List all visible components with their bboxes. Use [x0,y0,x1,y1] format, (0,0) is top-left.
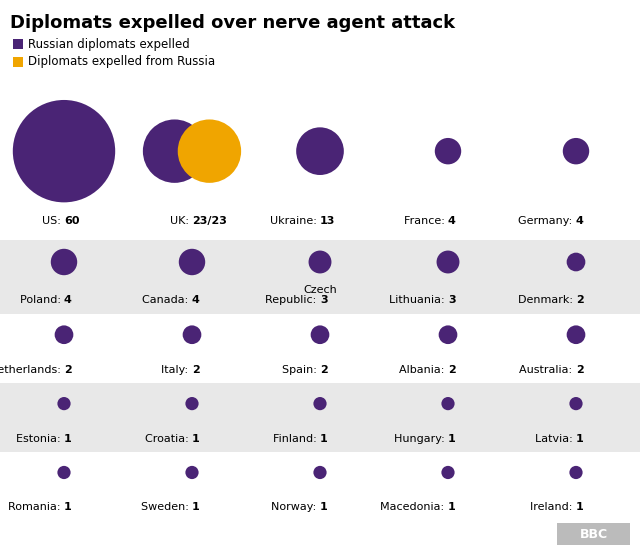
Text: Latvia:: Latvia: [535,434,576,444]
Text: 3: 3 [448,295,456,305]
Text: BBC: BBC [580,528,607,541]
Text: Russian diplomats expelled: Russian diplomats expelled [28,37,190,51]
Ellipse shape [566,253,586,271]
Text: Albania:: Albania: [399,365,448,375]
Bar [0,383,640,452]
Text: Republic:: Republic: [265,295,320,305]
Text: Netherlands:: Netherlands: [0,365,64,375]
Text: 2: 2 [576,295,584,305]
Ellipse shape [566,326,586,344]
Ellipse shape [186,397,198,410]
Text: Finland:: Finland: [273,434,320,444]
Text: Czech: Czech [303,285,337,295]
Ellipse shape [310,326,330,344]
Ellipse shape [54,326,74,344]
Text: 4: 4 [448,215,456,226]
Ellipse shape [186,466,198,479]
Text: 4: 4 [192,295,200,305]
Text: 2: 2 [64,365,72,375]
Text: Estonia:: Estonia: [16,434,64,444]
Ellipse shape [563,138,589,164]
Ellipse shape [178,120,241,183]
Ellipse shape [182,326,202,344]
Bar [13,39,23,49]
Text: Poland:: Poland: [19,295,64,305]
Text: Sweden:: Sweden: [141,503,192,512]
Text: 1: 1 [320,434,328,444]
Text: 1: 1 [576,503,584,512]
Text: 2: 2 [192,365,200,375]
Ellipse shape [435,138,461,164]
Ellipse shape [58,397,70,410]
Text: Romania:: Romania: [8,503,64,512]
Text: US:: US: [42,215,64,226]
Text: 4: 4 [576,215,584,226]
Text: Croatia:: Croatia: [145,434,192,444]
Text: 1: 1 [192,434,200,444]
Text: UK:: UK: [170,215,192,226]
Ellipse shape [143,120,206,183]
Text: 2: 2 [448,365,456,375]
Text: Hungary:: Hungary: [394,434,448,444]
Ellipse shape [58,466,70,479]
Text: 1: 1 [448,434,456,444]
Bar [0,452,640,521]
Text: 1: 1 [192,503,200,512]
Text: 2: 2 [576,365,584,375]
Text: Germany:: Germany: [518,215,576,226]
Text: Diplomats expelled over nerve agent attack: Diplomats expelled over nerve agent atta… [10,14,455,32]
Ellipse shape [314,466,326,479]
Bar [0,314,640,383]
Ellipse shape [179,249,205,275]
Text: Lithuania:: Lithuania: [389,295,448,305]
Text: Canada:: Canada: [142,295,192,305]
Text: Macedonia:: Macedonia: [380,503,448,512]
Ellipse shape [51,249,77,275]
Ellipse shape [438,326,458,344]
Bar [557,523,630,545]
Text: 1: 1 [64,434,72,444]
Text: Diplomats expelled from Russia: Diplomats expelled from Russia [28,55,215,68]
Ellipse shape [570,466,582,479]
Text: Spain:: Spain: [282,365,320,375]
Ellipse shape [442,466,454,479]
Text: Australia:: Australia: [520,365,576,375]
Text: France:: France: [404,215,448,226]
Text: 60: 60 [64,215,79,226]
Text: 13: 13 [320,215,335,226]
Text: Norway:: Norway: [271,503,320,512]
Text: 2: 2 [320,365,328,375]
Ellipse shape [570,397,582,410]
Text: 3: 3 [320,295,328,305]
Bar [13,57,23,67]
Bar [0,240,640,314]
Text: 1: 1 [448,503,456,512]
Text: 4: 4 [64,295,72,305]
Text: Denmark:: Denmark: [518,295,576,305]
Text: 1: 1 [576,434,584,444]
Ellipse shape [436,251,460,273]
Ellipse shape [13,100,115,202]
Ellipse shape [442,397,454,410]
Text: 1: 1 [64,503,72,512]
Text: 23/23: 23/23 [192,215,227,226]
Text: Ukraine:: Ukraine: [269,215,320,226]
Bar [0,99,640,240]
Text: Ireland:: Ireland: [530,503,576,512]
Text: Italy:: Italy: [161,365,192,375]
Ellipse shape [308,251,332,273]
Ellipse shape [296,127,344,175]
Text: 1: 1 [320,503,328,512]
Ellipse shape [314,397,326,410]
